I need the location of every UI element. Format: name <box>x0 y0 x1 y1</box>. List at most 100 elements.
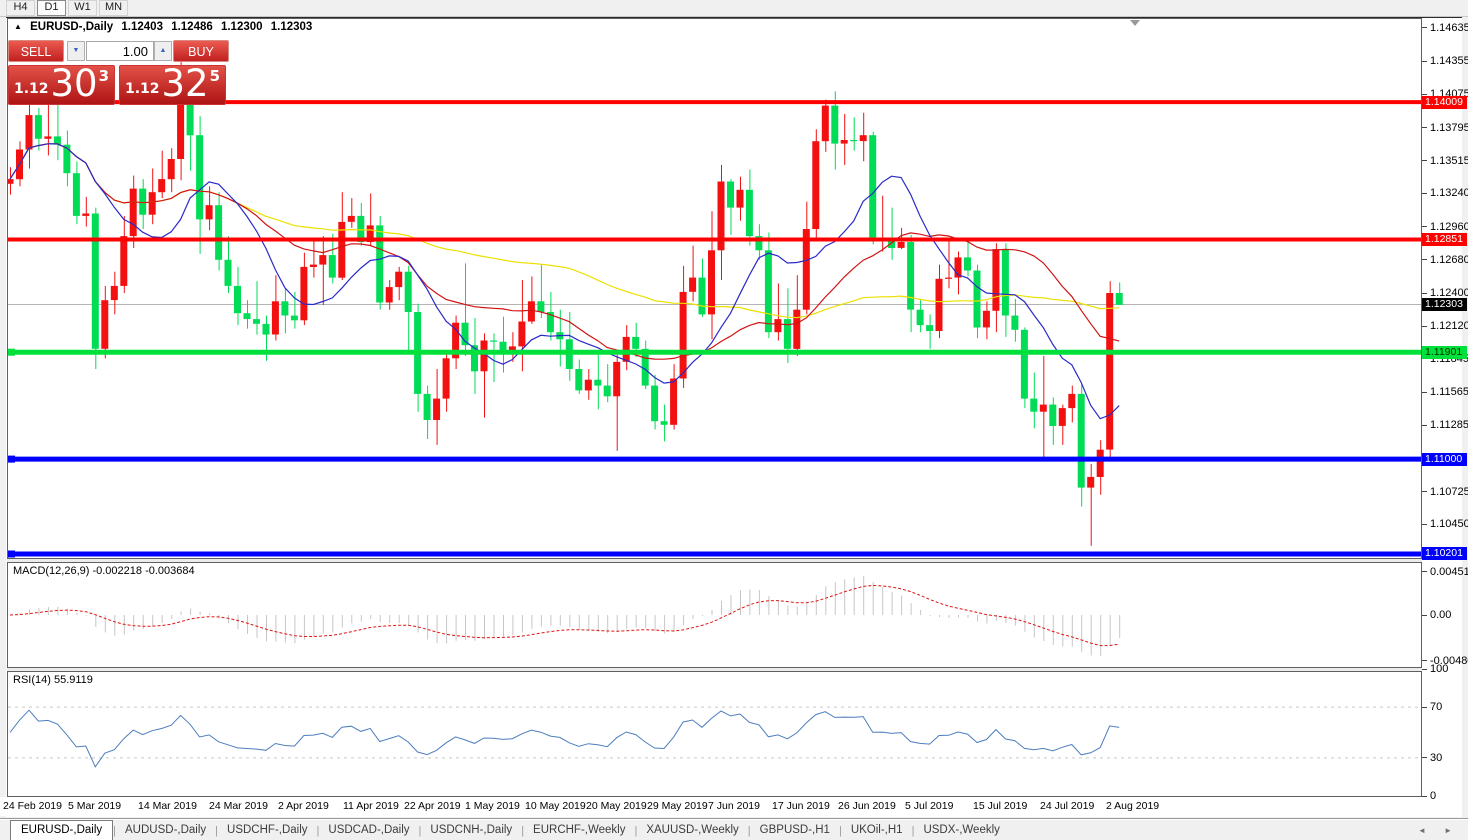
axis-tick-label: 1.13240 <box>1430 187 1468 200</box>
axis-tick <box>1422 192 1427 194</box>
price-line-label: 1.11000 <box>1422 452 1467 466</box>
axis-tick <box>1422 795 1427 797</box>
chart-tab-gbpusd-h1[interactable]: GBPUSD-,H1 <box>759 824 830 836</box>
tab-separator: | <box>747 825 751 837</box>
date-label: 5 Mar 2019 <box>68 800 122 812</box>
price-line-label: 1.14009 <box>1422 95 1467 109</box>
tab-separator: | <box>215 825 219 837</box>
axis-tick-label: 1.13515 <box>1430 154 1468 167</box>
buy-price-prefix: 1.12 <box>124 81 160 97</box>
spin-up-icon: ▲ <box>159 47 167 54</box>
axis-tick <box>1422 523 1427 525</box>
axis-tick <box>1422 27 1427 29</box>
price-axis: 1.14635 1.14355 1.14075 1.13795 1.13515 1.132… <box>1421 0 1468 817</box>
axis-tick <box>1422 325 1427 327</box>
buy-quote-button[interactable]: 1.12 32 5 <box>119 65 226 105</box>
rsi-label: RSI(14) 55.9119 <box>13 674 93 686</box>
axis-tick-label: 1.11565 <box>1430 386 1468 399</box>
date-label: 11 Apr 2019 <box>343 800 399 812</box>
tab-separator: | <box>418 825 422 837</box>
one-click-trading-panel: SELL ▼ ▲ BUY 1.12 30 3 1.12 32 5 <box>8 38 229 105</box>
date-label: 7 Jun 2019 <box>708 800 760 812</box>
axis-tick <box>1422 93 1427 95</box>
axis-tick <box>1422 491 1427 493</box>
volume-increase-button[interactable]: ▲ <box>154 41 172 61</box>
tab-separator: | <box>316 825 320 837</box>
axis-tick <box>1422 160 1427 162</box>
date-label: 22 Apr 2019 <box>404 800 461 812</box>
buy-price-main: 32 <box>161 62 209 105</box>
axis-tick <box>1422 60 1427 62</box>
sell-price-prefix: 1.12 <box>13 81 49 97</box>
tab-separator: | <box>521 825 525 837</box>
date-label: 1 May 2019 <box>465 800 520 812</box>
chart-tab-usdcnh-daily[interactable]: USDCNH-,Daily <box>430 824 513 836</box>
ohlc-info-line: ▲ EURUSD-,Daily 1.12403 1.12486 1.12300 … <box>14 21 317 33</box>
timeframe-button-h4[interactable]: H4 <box>6 0 35 16</box>
chart-tab-xauusd-weekly[interactable]: XAUUSD-,Weekly <box>646 824 739 836</box>
date-label: 5 Jul 2019 <box>905 800 954 812</box>
timeframe-toolbar: H4 D1 W1 MN <box>0 0 1468 17</box>
axis-tick-label: 1.11285 <box>1430 419 1468 432</box>
high-value: 1.12486 <box>171 21 213 33</box>
spin-down-icon: ▼ <box>72 47 80 54</box>
date-label: 15 Jul 2019 <box>973 800 1028 812</box>
price-line-label: 1.10201 <box>1422 547 1467 561</box>
low-value: 1.12300 <box>220 21 263 33</box>
sell-price-pip: 3 <box>98 67 110 85</box>
chart-tab-usdx-weekly[interactable]: USDX-,Weekly <box>923 824 1000 836</box>
axis-tick-label: 1.10725 <box>1430 485 1468 498</box>
chart-tab-usdcad-daily[interactable]: USDCAD-,Daily <box>328 824 410 836</box>
chart-tab-audusd-daily[interactable]: AUDUSD-,Daily <box>125 824 207 836</box>
axis-tick <box>1422 358 1427 360</box>
date-label: 24 Feb 2019 <box>3 800 62 812</box>
chart-shift-marker-icon[interactable] <box>1130 20 1140 26</box>
tab-separator: | <box>634 825 638 837</box>
timeframe-button-d1[interactable]: D1 <box>37 0 66 16</box>
axis-tick <box>1422 226 1427 228</box>
open-value: 1.12403 <box>121 21 163 33</box>
chart-tab-usdchf-daily[interactable]: USDCHF-,Daily <box>227 824 308 836</box>
price-line-label: 1.11901 <box>1422 345 1467 359</box>
axis-tick-label: 1.14635 <box>1430 21 1468 34</box>
timeframe-button-mn[interactable]: MN <box>99 0 128 16</box>
tab-scroll-arrows[interactable]: ◄ ► <box>1417 826 1460 835</box>
axis-tick-label: 0 <box>1430 790 1437 802</box>
sell-price-main: 30 <box>50 62 98 105</box>
axis-tick-label: 1.10450 <box>1430 518 1468 531</box>
chart-tab-eurusd-daily[interactable]: EURUSD-,Daily <box>10 820 114 840</box>
axis-tick <box>1422 614 1427 616</box>
volume-decrease-button[interactable]: ▼ <box>67 41 85 61</box>
sell-button[interactable]: SELL <box>8 40 64 62</box>
buy-button[interactable]: BUY <box>173 40 229 62</box>
collapse-triangle-icon[interactable]: ▲ <box>14 22 22 31</box>
tab-separator: | <box>911 825 915 837</box>
date-label: 17 Jun 2019 <box>772 800 830 812</box>
time-axis: 24 Feb 2019 5 Mar 2019 14 Mar 2019 24 Mar 2… <box>0 797 1421 816</box>
pane-splitter[interactable] <box>7 668 1422 671</box>
axis-tick-label: 1.12400 <box>1430 287 1468 300</box>
timeframe-button-w1[interactable]: W1 <box>68 0 97 16</box>
axis-tick <box>1422 292 1427 294</box>
axis-tick-label: 1.12680 <box>1430 253 1468 266</box>
axis-tick-label: 1.12120 <box>1430 320 1468 333</box>
price-chart <box>8 58 1421 558</box>
axis-tick <box>1422 127 1427 129</box>
pane-splitter[interactable] <box>7 559 1422 562</box>
date-label: 2 Apr 2019 <box>278 800 329 812</box>
axis-tick <box>1422 757 1427 759</box>
date-label: 24 Mar 2019 <box>209 800 268 812</box>
date-label: 29 May 2019 <box>647 800 708 812</box>
axis-tick <box>1422 571 1427 573</box>
chart-tab-bar: EURUSD-,Daily | AUDUSD-,Daily | USDCHF-,Dail… <box>0 818 1468 840</box>
volume-input[interactable] <box>87 42 153 60</box>
price-line-label: 1.12303 <box>1422 298 1467 312</box>
sell-quote-button[interactable]: 1.12 30 3 <box>8 65 115 105</box>
chart-tab-eurchf-weekly[interactable]: EURCHF-,Weekly <box>533 824 626 836</box>
chart-tab-ukoil-h1[interactable]: UKOil-,H1 <box>850 824 903 836</box>
axis-tick <box>1422 660 1427 662</box>
axis-tick <box>1422 706 1427 708</box>
buy-price-pip: 5 <box>209 67 221 85</box>
close-value: 1.12303 <box>270 21 313 33</box>
tab-separator: | <box>838 825 842 837</box>
